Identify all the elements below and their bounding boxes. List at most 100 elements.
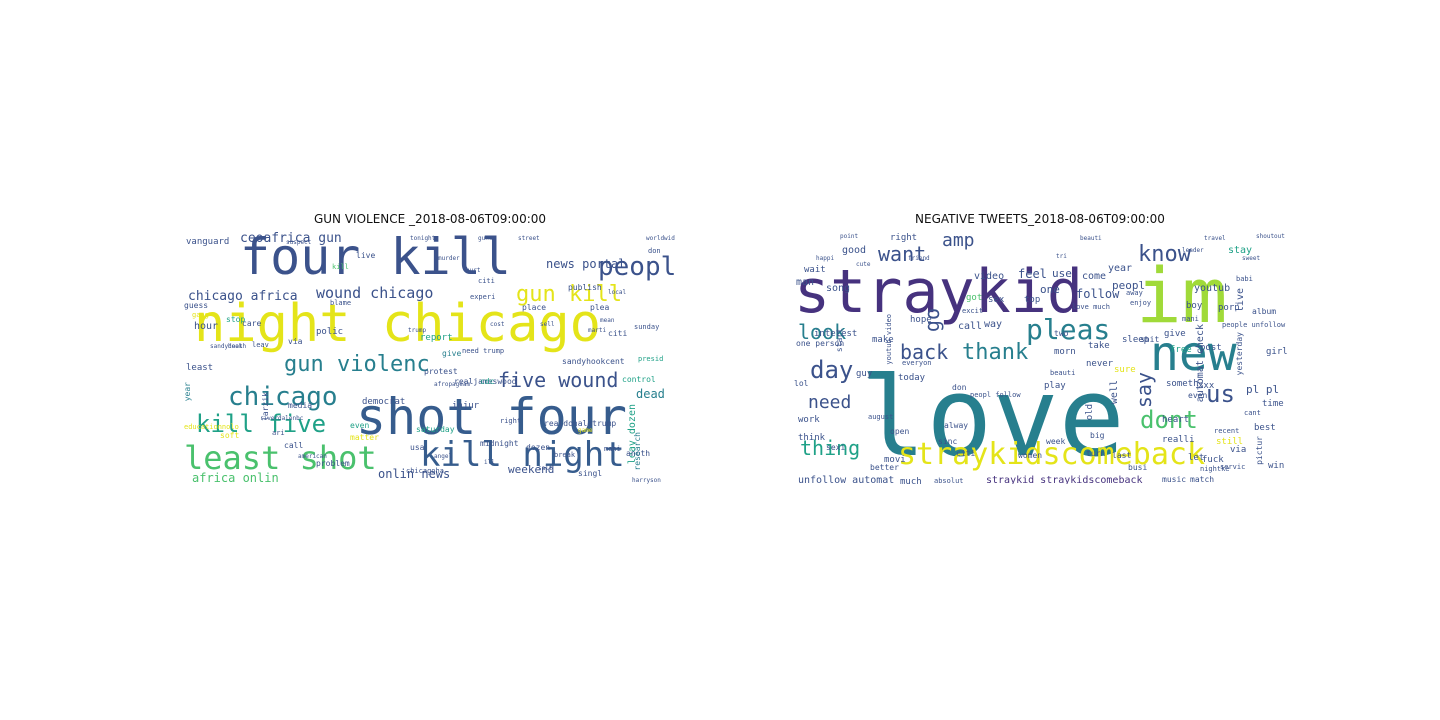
cloud-word: dead xyxy=(636,387,665,401)
cloud-word: people unfollow xyxy=(1222,321,1286,329)
cloud-word: thing xyxy=(800,436,861,460)
cloud-word: interest xyxy=(814,329,858,339)
cloud-word: day xyxy=(810,356,854,384)
cloud-word: dozen xyxy=(526,443,551,452)
cloud-word: absolut xyxy=(934,477,964,485)
cloud-word: everyon xyxy=(902,359,932,367)
cloud-word: start xyxy=(835,328,844,353)
cloud-word: ari xyxy=(272,429,285,437)
cloud-word: right xyxy=(500,417,522,425)
cloud-word: week xyxy=(1046,437,1066,446)
cloud-word: gang xyxy=(192,311,209,319)
cloud-word: realdonaldtrump xyxy=(544,419,617,428)
cloud-word: know xyxy=(1138,242,1191,267)
cloud-word: today xyxy=(898,373,926,383)
cloud-word: open xyxy=(890,427,910,436)
cloud-word: tonight xyxy=(410,235,436,242)
cloud-word: love xyxy=(860,353,1125,481)
cloud-word: enjoy xyxy=(1130,299,1152,307)
cloud-word: sandyhookcent xyxy=(562,357,625,366)
cloud-word: give xyxy=(1164,329,1186,339)
cloud-word: video xyxy=(974,271,1005,282)
cloud-word: local xyxy=(608,289,627,296)
cloud-word: last xyxy=(1112,451,1132,460)
cloud-word: win xyxy=(1268,461,1285,471)
cloud-word: sure xyxy=(1114,365,1136,375)
cloud-word: guess xyxy=(184,301,209,310)
cloud-word: realjameswood xyxy=(454,377,517,386)
cloud-word: democrat xyxy=(362,397,406,407)
cloud-word: hope xyxy=(910,315,932,325)
cloud-word: song xyxy=(826,283,851,294)
cloud-word: cant xyxy=(1244,409,1261,417)
cloud-word: travel xyxy=(1204,235,1226,242)
cloud-word: leav xyxy=(252,341,269,349)
cloud-word: turn xyxy=(1086,449,1106,458)
cloud-word: injur xyxy=(452,401,480,411)
cloud-word: guy xyxy=(856,369,873,379)
cloud-word: publish xyxy=(568,283,602,292)
cloud-word: research xyxy=(633,432,642,471)
cloud-word: salt xyxy=(538,465,553,472)
panel-title: NEGATIVE TWEETS_2018-08-06T09:00:00 xyxy=(915,212,1165,226)
cloud-word: trump xyxy=(408,327,427,334)
cloud-word: point xyxy=(840,233,859,240)
cloud-word: american xyxy=(298,453,327,460)
cloud-word: problem xyxy=(316,459,350,468)
cloud-word: album xyxy=(1252,307,1277,316)
cloud-word: shot four xyxy=(356,388,627,446)
cloud-word: make xyxy=(872,335,894,345)
cloud-word: don xyxy=(952,383,967,392)
cloud-word: happi xyxy=(816,255,835,262)
cloud-word: sinc xyxy=(938,437,958,446)
cloud-word: peopl follow xyxy=(970,391,1021,399)
panel-title: GUN VIOLENCE _2018-08-06T09:00:00 xyxy=(313,212,547,226)
cloud-word: love much xyxy=(1072,303,1110,311)
cloud-word: alway xyxy=(944,421,969,430)
cloud-word: polic xyxy=(316,327,344,337)
cloud-word: new xyxy=(1150,326,1237,382)
cloud-word: beauti xyxy=(1080,235,1102,242)
cloud-word: chicagoha xyxy=(406,467,444,475)
cloud-word: riverdalenbc xyxy=(260,415,304,422)
cloud-word: blame xyxy=(330,299,352,307)
cloud-word: sweet xyxy=(1242,255,1261,262)
cloud-word: peopl xyxy=(598,252,677,282)
cloud-word: excit xyxy=(962,307,984,315)
cloud-word: saturday xyxy=(416,425,455,434)
cloud-word: control xyxy=(622,375,656,384)
cloud-word: chicago xyxy=(228,382,338,412)
cloud-word: well xyxy=(1109,380,1120,405)
cloud-word: say xyxy=(1132,372,1156,409)
cloud-word: via xyxy=(288,337,303,346)
cloud-word: murder xyxy=(438,255,460,262)
cloud-word: sleep xyxy=(1122,335,1150,345)
cloud-word: use xyxy=(1052,267,1072,280)
cloud-word: mani xyxy=(604,445,621,453)
cloud-word: want xyxy=(878,242,927,266)
cloud-word: call xyxy=(284,441,304,450)
wordcloud-panel-gun-violence: GUN VIOLENCE _2018-08-06T09:00:00 four k… xyxy=(180,212,680,484)
cloud-word: via xyxy=(1230,445,1247,455)
cloud-word: friend xyxy=(908,255,930,262)
cloud-word: stop xyxy=(226,315,246,324)
cloud-word: one xyxy=(1040,283,1060,296)
cloud-word: anoth xyxy=(626,449,651,458)
cloud-word: pleas xyxy=(1026,313,1111,346)
cloud-word: fuck xyxy=(1202,455,1224,465)
cloud-word: marti xyxy=(588,327,607,334)
cloud-word: take xyxy=(1088,341,1110,351)
cloud-word: hurt xyxy=(466,267,481,274)
cloud-word: live xyxy=(356,251,376,260)
cloud-word: best xyxy=(1254,423,1276,433)
cloud-word: shit xyxy=(1140,335,1160,344)
cloud-word: think xyxy=(798,433,826,443)
cloud-word: ceoafrica gun xyxy=(240,232,342,246)
cloud-word: sunday xyxy=(634,323,660,331)
cloud-word: citi xyxy=(956,449,976,458)
cloud-word: night chicago xyxy=(194,294,601,354)
cloud-word: free xyxy=(1170,345,1192,355)
cloud-word: girl xyxy=(1266,347,1288,357)
cloud-word: care xyxy=(242,319,262,328)
cloud-word: midnight xyxy=(480,439,519,448)
